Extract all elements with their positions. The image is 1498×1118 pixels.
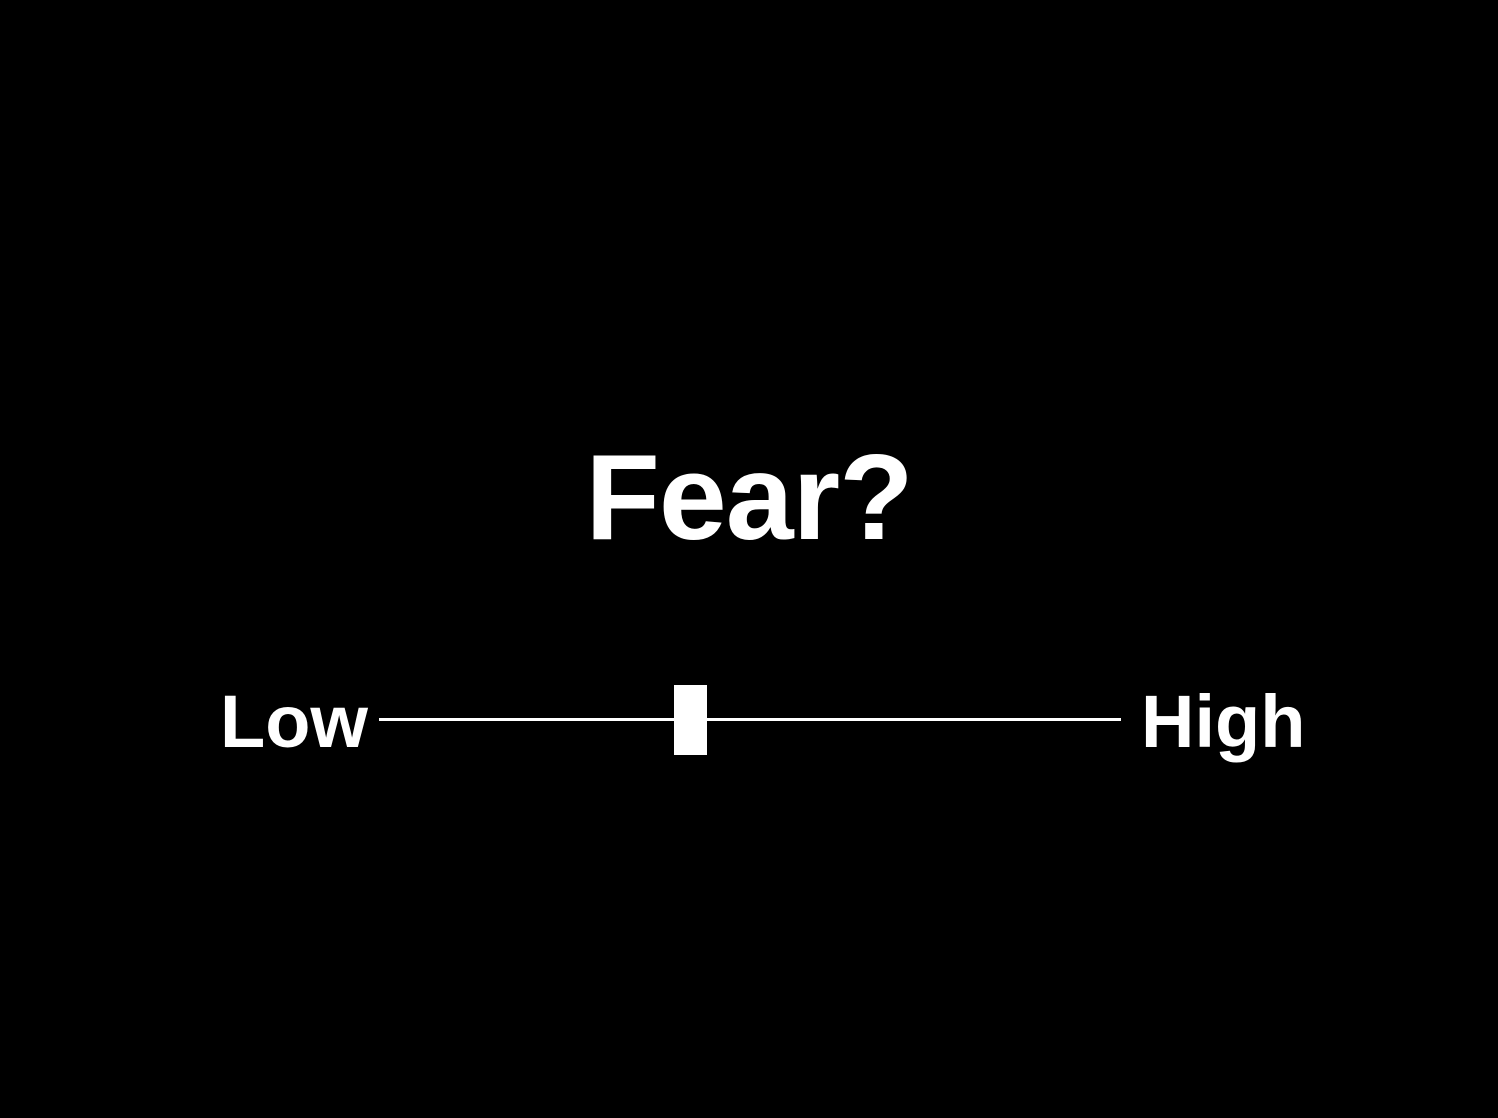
rating-slider-thumb[interactable]	[674, 685, 708, 755]
scale-low-label: Low	[220, 680, 368, 763]
question-text: Fear?	[585, 429, 913, 565]
rating-slider-track[interactable]	[379, 718, 1121, 721]
scale-high-label: High	[1141, 680, 1306, 763]
